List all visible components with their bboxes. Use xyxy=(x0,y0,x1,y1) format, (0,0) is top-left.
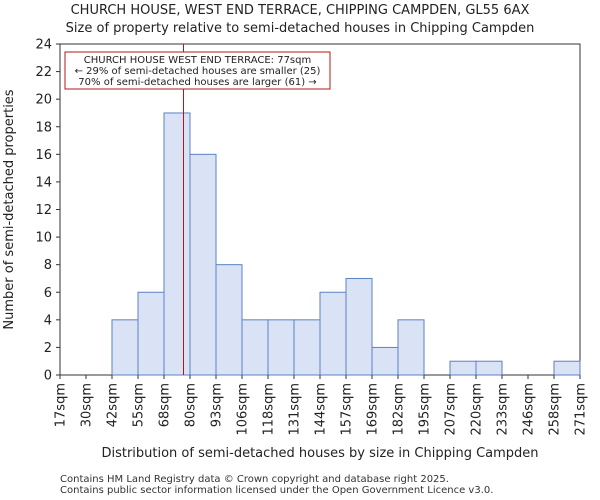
bar-93sqm xyxy=(215,264,243,376)
y-tick-label: 22 xyxy=(35,65,52,80)
x-tick-label: 118sqm xyxy=(262,383,277,436)
bar-157sqm xyxy=(345,277,373,376)
x-tick-label: 131sqm xyxy=(288,383,303,436)
x-tick-label: 106sqm xyxy=(236,383,251,436)
y-axis-label: Number of semi-detached properties xyxy=(2,89,17,329)
bar-258sqm xyxy=(553,360,581,376)
y-tick-label: 2 xyxy=(44,341,52,356)
bars-group xyxy=(111,112,581,376)
bar-207sqm xyxy=(449,360,477,376)
y-tick-label: 18 xyxy=(35,120,52,135)
x-tick-label: 258sqm xyxy=(548,383,563,436)
chart-subtitle: Size of property relative to semi-detach… xyxy=(65,21,535,36)
x-axis: 17sqm 30sqm 42sqm 55sqm 68sqm 80sqm 93sqm 106sq… xyxy=(54,375,589,436)
x-tick-label: 144sqm xyxy=(314,383,329,436)
bar-182sqm xyxy=(397,319,425,376)
y-tick-label: 0 xyxy=(44,369,52,384)
bar-55sqm xyxy=(137,291,165,376)
x-tick-label: 30sqm xyxy=(80,383,95,427)
bar-169sqm xyxy=(371,346,399,376)
x-tick-label: 80sqm xyxy=(184,383,199,427)
x-tick-label: 169sqm xyxy=(366,383,381,436)
x-tick-label: 233sqm xyxy=(496,383,511,436)
footer-line-2: Contains public sector information licen… xyxy=(60,485,494,496)
bar-106sqm xyxy=(241,319,269,376)
x-tick-label: 246sqm xyxy=(522,383,537,436)
bar-80sqm xyxy=(189,153,217,376)
bar-68sqm xyxy=(163,112,191,376)
x-tick-label: 271sqm xyxy=(574,383,589,436)
y-tick-label: 14 xyxy=(35,175,52,190)
annotation-box: CHURCH HOUSE WEST END TERRACE: 77sqm ← 2… xyxy=(64,51,331,90)
x-tick-label: 195sqm xyxy=(418,383,433,436)
x-axis-label: Distribution of semi-detached houses by … xyxy=(101,446,538,461)
x-tick-label: 42sqm xyxy=(106,383,121,427)
x-tick-label: 17sqm xyxy=(54,383,69,427)
x-tick-label: 157sqm xyxy=(340,383,355,436)
x-tick-label: 93sqm xyxy=(210,383,225,427)
chart-title: CHURCH HOUSE, WEST END TERRACE, CHIPPING… xyxy=(70,3,530,18)
bar-144sqm xyxy=(319,291,347,376)
y-tick-label: 6 xyxy=(44,286,52,301)
y-tick-label: 20 xyxy=(35,93,52,108)
bar-42sqm xyxy=(111,319,139,376)
footer-line-1: Contains HM Land Registry data © Crown c… xyxy=(60,474,449,485)
bar-131sqm xyxy=(293,319,321,376)
y-tick-label: 24 xyxy=(35,38,52,53)
annotation-frame xyxy=(64,51,331,90)
x-tick-label: 207sqm xyxy=(444,383,459,436)
x-tick-label: 182sqm xyxy=(392,383,407,436)
y-tick-label: 16 xyxy=(35,148,52,163)
y-tick-label: 12 xyxy=(35,203,52,218)
annotation-line-3: 70% of semi-detached houses are larger (… xyxy=(78,77,316,88)
y-tick-label: 10 xyxy=(35,231,52,246)
bar-220sqm xyxy=(475,360,503,376)
annotation-line-2: ← 29% of semi-detached houses are smalle… xyxy=(75,66,321,77)
annotation-line-1: CHURCH HOUSE WEST END TERRACE: 77sqm xyxy=(84,55,311,66)
y-tick-label: 8 xyxy=(44,258,52,273)
x-tick-label: 220sqm xyxy=(470,383,485,436)
bar-118sqm xyxy=(267,319,295,376)
x-tick-label: 55sqm xyxy=(132,383,147,427)
y-tick-label: 4 xyxy=(44,313,52,328)
x-tick-label: 68sqm xyxy=(158,383,173,427)
